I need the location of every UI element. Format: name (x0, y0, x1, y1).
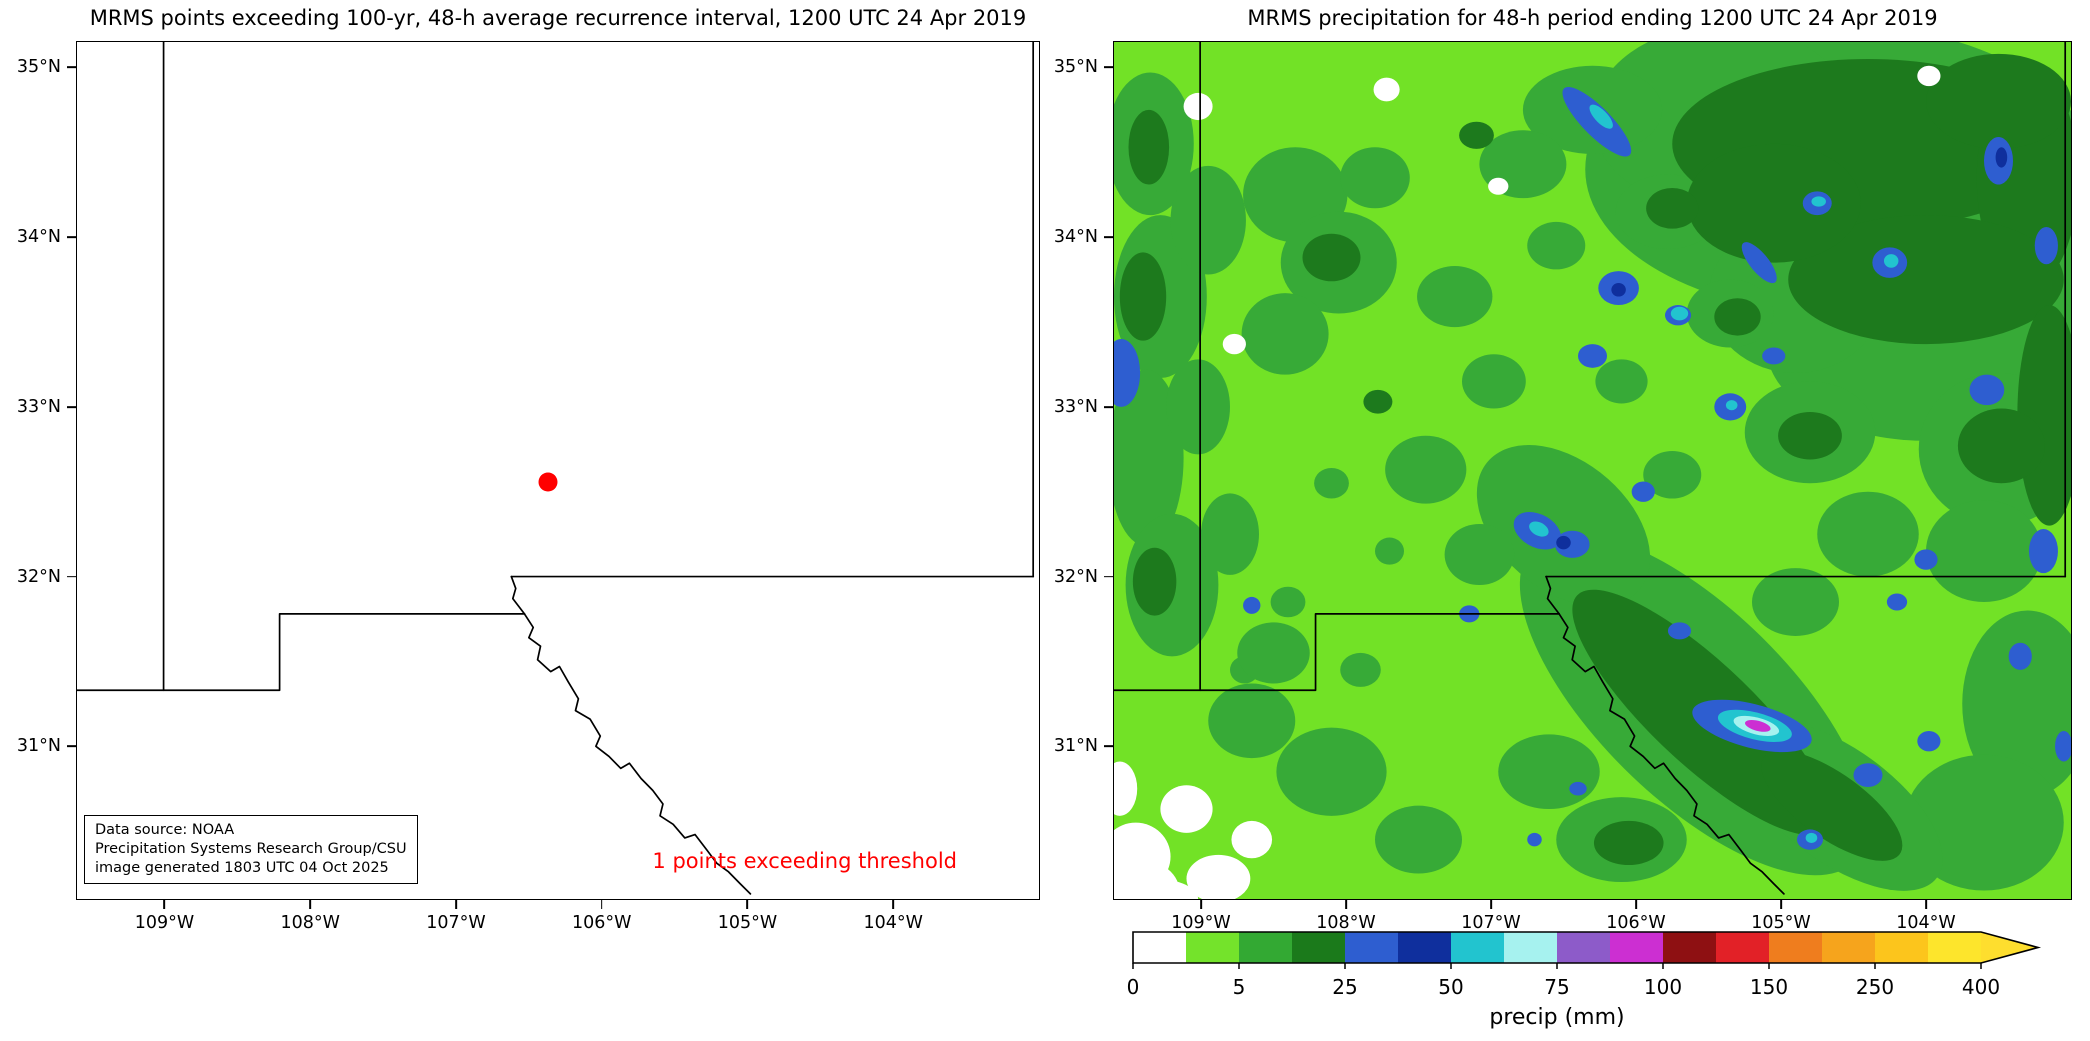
y-tick-mark (1104, 236, 1113, 238)
x-tick-label: 107°W (1461, 913, 1521, 933)
y-tick-mark (67, 406, 76, 408)
colorbar-tick-label: 150 (1749, 975, 1789, 999)
x-tick-label: 108°W (1316, 913, 1376, 933)
y-tick-mark (1104, 66, 1113, 69)
y-tick-label: 33°N (1053, 396, 1098, 417)
colorbar-tick-label: 5 (1232, 975, 1246, 999)
datasource-box: Data source: NOAA Precipitation Systems … (84, 814, 418, 884)
precip-dark-blue-areas (1556, 147, 2008, 550)
left-map-panel: MRMS points exceeding 100-yr, 48-h avera… (17, 6, 1040, 933)
threshold-annotation: 1 points exceeding threshold (652, 849, 957, 873)
colorbar-tick-label: 25 (1332, 975, 1358, 999)
y-tick-mark (67, 745, 76, 748)
x-tick-mark (309, 900, 312, 909)
x-tick-mark (1200, 900, 1202, 909)
y-tick-label: 31°N (1053, 736, 1098, 757)
x-tick-mark (1780, 900, 1782, 909)
x-tick-mark (1345, 900, 1347, 909)
y-tick-mark (67, 236, 76, 238)
x-tick-mark (163, 900, 166, 909)
colorbar-tick-label: 0 (1126, 975, 1140, 999)
colorbar-tick-label: 75 (1544, 975, 1570, 999)
precipitation-map (1114, 42, 2071, 899)
x-tick-mark (892, 900, 895, 909)
x-tick-mark (1925, 900, 1927, 909)
exceedance-point (538, 472, 558, 492)
x-tick-label: 106°W (1606, 913, 1666, 933)
left-panel-title: MRMS points exceeding 100-yr, 48-h avera… (89, 6, 1027, 30)
x-tick-mark (1490, 900, 1492, 909)
y-tick-label: 33°N (16, 396, 61, 417)
colorbar-label: precip (mm) (1489, 1005, 1625, 1030)
y-tick-label: 35°N (16, 57, 61, 78)
x-tick-label: 105°W (1751, 913, 1811, 933)
x-tick-mark (1635, 900, 1637, 909)
state-border-lines (77, 42, 1033, 894)
x-tick-label: 104°W (863, 913, 923, 933)
y-tick-label: 35°N (1053, 57, 1098, 78)
x-tick-label: 106°W (571, 913, 632, 933)
x-tick-label: 109°W (134, 913, 195, 933)
y-tick-label: 34°N (1053, 227, 1098, 248)
y-tick-mark (67, 66, 76, 69)
datasource-line: Data source: NOAA (95, 821, 235, 838)
colorbar: precip (mm) 0 5 25 50 75 100 150 250 400 (1127, 931, 2044, 1041)
datasource-line: image generated 1803 UTC 04 Oct 2025 (95, 859, 389, 876)
state-border-lines (1114, 42, 2065, 894)
y-tick-mark (1104, 575, 1113, 578)
colorbar-swatches (1132, 931, 2042, 969)
x-tick-label: 105°W (717, 913, 778, 933)
y-tick-label: 32°N (1053, 566, 1098, 587)
y-tick-label: 32°N (16, 566, 61, 587)
x-tick-mark (455, 900, 457, 909)
x-tick-label: 108°W (280, 913, 340, 933)
x-tick-mark (600, 900, 603, 909)
y-tick-mark (1104, 745, 1113, 748)
state-borders-map (77, 42, 1039, 899)
colorbar-tick-label: 250 (1855, 975, 1895, 999)
colorbar-tick-label: 100 (1643, 975, 1683, 999)
x-tick-mark (746, 900, 749, 909)
y-tick-label: 34°N (16, 227, 61, 248)
y-tick-mark (67, 575, 76, 578)
colorbar-tick-label: 50 (1438, 975, 1464, 999)
y-tick-mark (1104, 406, 1113, 408)
x-tick-label: 104°W (1896, 913, 1956, 933)
right-panel-title: MRMS precipitation for 48-h period endin… (1247, 6, 1938, 30)
datasource-line: Precipitation Systems Research Group/CSU (95, 840, 407, 857)
precip-no-rain-areas (1114, 65, 1941, 899)
precip-magenta-areas (1745, 719, 1771, 732)
right-map-panel: MRMS precipitation for 48-h period endin… (1054, 6, 2072, 933)
colorbar-tick-label: 400 (1961, 975, 2001, 999)
x-tick-label: 107°W (426, 913, 486, 933)
x-tick-label: 109°W (1171, 913, 1231, 933)
y-tick-label: 31°N (16, 736, 61, 757)
